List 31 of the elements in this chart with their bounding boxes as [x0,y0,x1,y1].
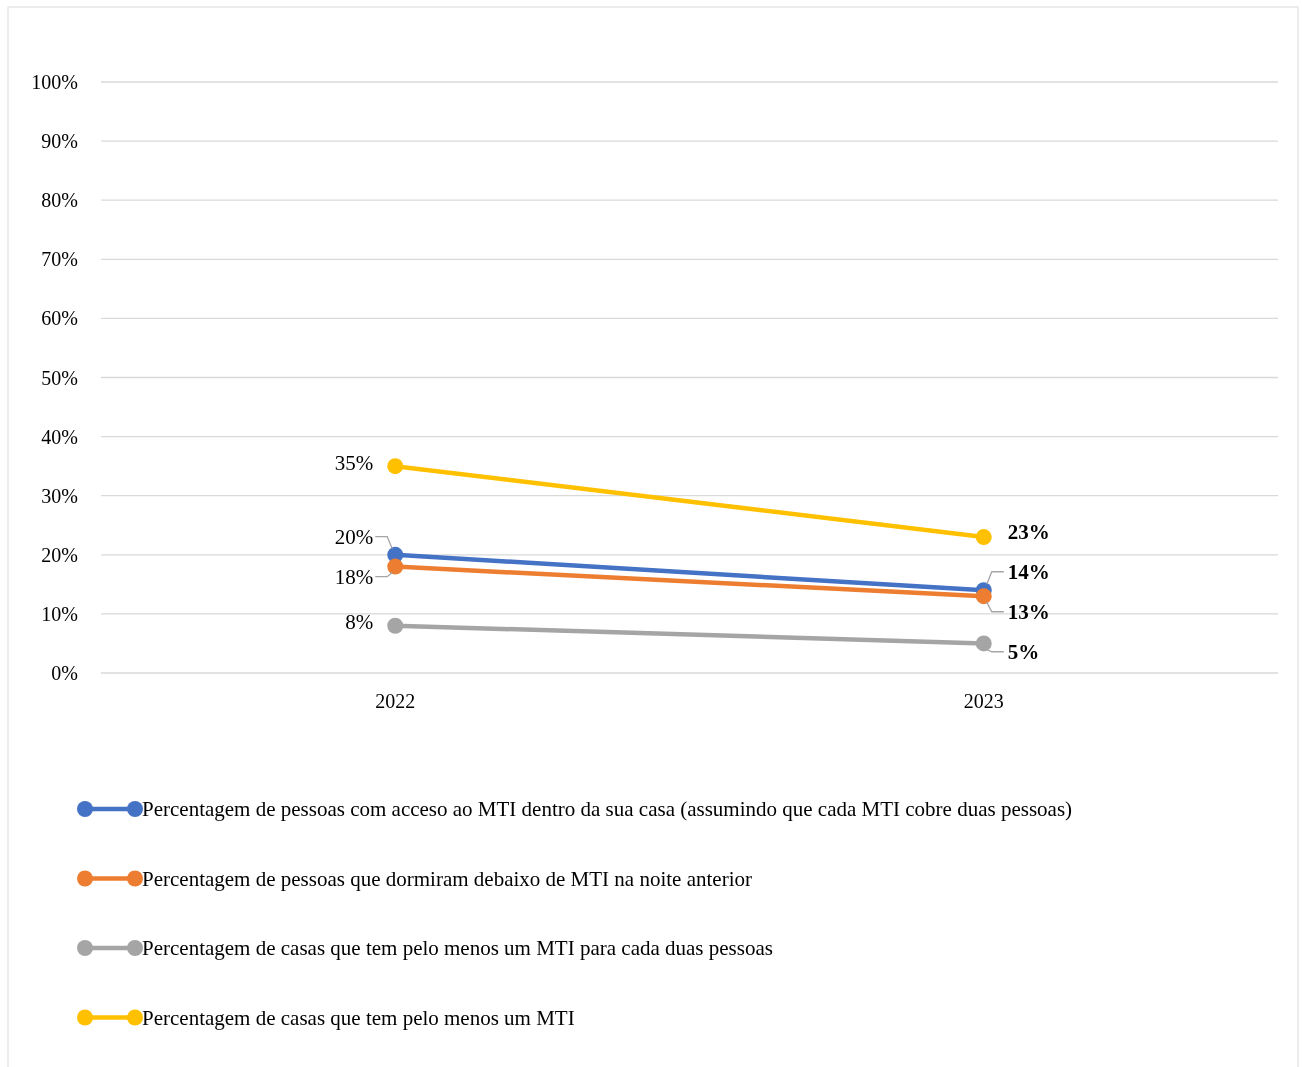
x-tick-label: 2023 [963,690,1004,712]
data-label: 14% [1007,560,1050,585]
y-tick-label: 30% [41,484,78,507]
legend-label: Percentagem de casas que tem pelo menos um MTI [142,1005,575,1030]
y-tick-label: 60% [41,307,78,330]
data-label: 13% [1007,600,1050,625]
point [975,635,992,652]
y-tick-label: 100% [31,71,78,93]
x-tick-label: 2022 [375,690,416,712]
data-label: 20% [334,525,374,550]
point [387,458,404,475]
y-tick-label: 80% [41,189,78,212]
y-tick-label: 70% [41,248,78,271]
y-tick-label: 0% [51,662,78,684]
data-label: 35% [334,450,374,475]
point [387,558,404,575]
legend-label: Percentagem de casas que tem pelo menos um MTI para cada duas pessoas [142,936,773,961]
point [387,617,404,634]
legend-label: Percentagem de pessoas com acceso ao MTI dentro da sua casa (assumindo que cada MTI cobre duas pessoas) [142,797,1073,822]
y-tick-label: 10% [41,602,78,625]
data-label: 18% [334,565,374,590]
legend-label: Percentagem de pessoas que dormiram debaixo de MTI na noite anterior [142,866,752,891]
data-label: 8% [345,610,374,635]
y-tick-label: 90% [41,130,78,153]
y-tick-label: 50% [41,366,78,389]
y-tick-label: 20% [41,543,78,566]
y-tick-label: 40% [41,425,78,448]
point [975,588,992,605]
point [975,529,992,546]
data-label: 5% [1007,640,1040,665]
data-label: 23% [1007,520,1050,545]
